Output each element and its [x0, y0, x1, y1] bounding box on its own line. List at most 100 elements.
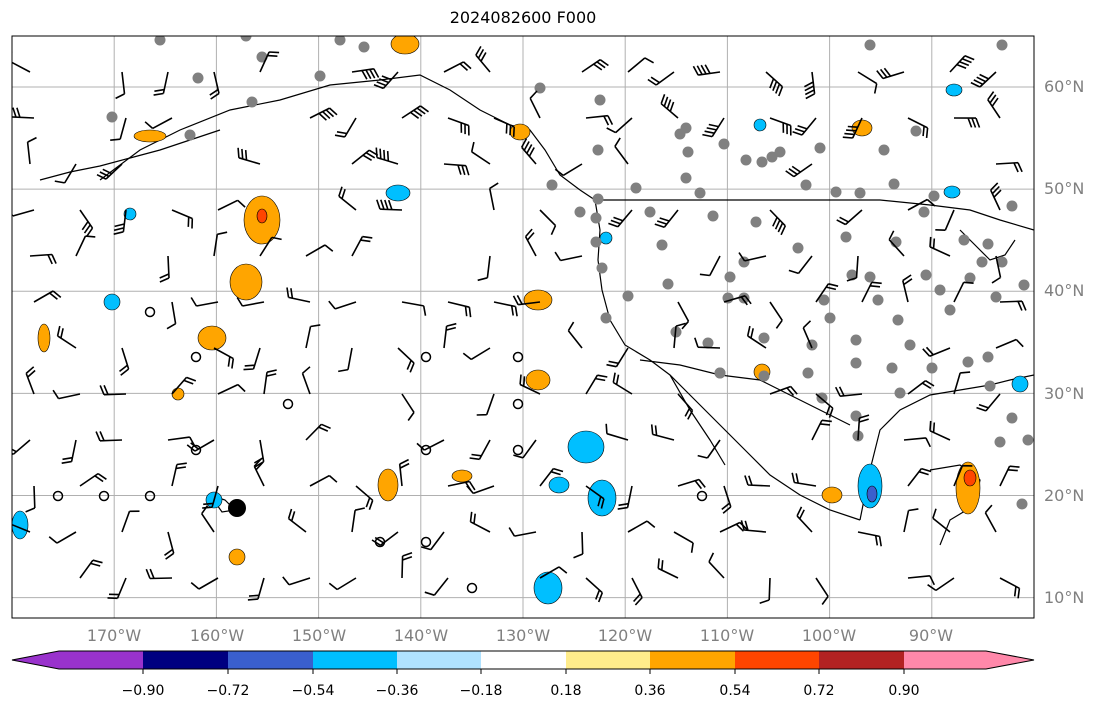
wind-barb: [48, 531, 77, 544]
calm-station-marker: [52, 490, 64, 502]
wind-barb: [401, 551, 413, 579]
station-marker: [674, 128, 686, 140]
wind-barb: [209, 71, 220, 100]
wind-barb: [746, 325, 767, 349]
wind-barb: [999, 577, 1021, 599]
station-marker: [596, 262, 608, 274]
lon-tick-label: 150°W: [291, 626, 347, 645]
wind-barb: [443, 61, 472, 73]
station-marker: [592, 193, 604, 205]
wind-barb: [236, 297, 265, 307]
wind-barb: [107, 577, 127, 600]
station-marker: [758, 370, 770, 382]
station-marker: [864, 271, 876, 283]
station-marker: [920, 269, 932, 281]
station-marker: [630, 182, 642, 194]
wind-barb: [929, 236, 951, 257]
station-marker: [806, 339, 818, 351]
colorbar-segment: [481, 651, 566, 669]
contour-fills: [12, 36, 1029, 605]
station-marker: [738, 292, 750, 304]
wind-barb: [186, 439, 215, 452]
wind-barb: [144, 117, 173, 130]
wind-barb: [401, 393, 415, 421]
colorbar-tick-label: 0.18: [550, 683, 582, 699]
station-marker: [984, 380, 996, 392]
wind-barb: [190, 297, 219, 307]
contour-region: [228, 548, 246, 566]
wind-barb: [398, 458, 410, 487]
wind-barb: [935, 209, 955, 231]
wind-barb: [791, 472, 817, 487]
lon-tick-label: 110°W: [699, 626, 755, 645]
wind-barbs: [12, 46, 1027, 606]
wind-barb: [171, 462, 187, 487]
wind-barb: [61, 439, 77, 464]
wind-barb: [351, 68, 380, 80]
wind-barb: [309, 107, 338, 121]
colorbar-tick-label: 0.36: [634, 683, 666, 699]
station-marker: [594, 94, 606, 106]
station-marker: [854, 187, 866, 199]
wind-barb: [744, 475, 771, 487]
wind-barb: [79, 209, 94, 237]
contour-region: [385, 184, 411, 202]
station-marker: [1006, 200, 1018, 212]
station-marker: [892, 314, 904, 326]
wind-barb: [328, 577, 357, 591]
contour-region: [523, 289, 553, 311]
contour-region: [753, 118, 767, 132]
contour-region: [256, 208, 268, 224]
contour-region: [377, 468, 399, 502]
wind-barb: [932, 508, 951, 533]
wind-barb: [443, 163, 470, 176]
contour-region: [12, 510, 29, 540]
wind-barb: [792, 117, 817, 136]
wind-barb: [769, 301, 783, 329]
wind-barb: [647, 71, 675, 86]
contour-region: [103, 293, 121, 311]
wind-barb: [508, 527, 537, 537]
colorbar-tick-label: −0.72: [206, 683, 250, 699]
station-marker: [990, 291, 1002, 303]
wind-barb: [243, 347, 261, 371]
station-marker: [962, 356, 974, 368]
wind-barb: [785, 163, 813, 178]
wind-barb: [524, 228, 537, 257]
calm-station-marker: [98, 490, 110, 502]
station-marker: [996, 256, 1008, 268]
wind-barb: [608, 209, 633, 228]
colorbar-tick-label: 0.54: [719, 683, 751, 699]
gridlines: [12, 36, 1034, 618]
wind-barb: [476, 393, 495, 416]
great-lakes: [959, 229, 1016, 261]
station-markers: [52, 36, 1034, 594]
wind-barb: [488, 182, 499, 211]
station-marker: [800, 179, 812, 191]
wind-barb: [520, 138, 537, 165]
wind-barb: [984, 504, 997, 533]
wind-barb: [987, 91, 1001, 119]
calm-station-marker: [190, 444, 202, 456]
calm-station-marker: [512, 398, 524, 410]
wind-barb: [351, 149, 379, 165]
wind-barb: [171, 376, 197, 395]
wind-barb: [650, 424, 675, 441]
colorbar-tick-label: 0.90: [888, 683, 920, 699]
wind-barb: [769, 117, 792, 136]
wind-barb: [677, 301, 690, 330]
station-marker: [926, 362, 938, 374]
wind-barb: [334, 117, 357, 138]
wind-barb: [469, 511, 491, 533]
wind-barb: [217, 199, 246, 211]
station-marker: [184, 129, 196, 141]
wind-barb: [466, 485, 495, 495]
contour-region: [229, 263, 263, 301]
wind-barb: [902, 274, 913, 303]
wind-barb: [606, 117, 633, 134]
station-marker: [850, 357, 862, 369]
station-marker: [358, 41, 370, 53]
wind-barb: [721, 485, 732, 514]
wind-barb: [539, 467, 564, 487]
wind-barb: [585, 577, 604, 603]
